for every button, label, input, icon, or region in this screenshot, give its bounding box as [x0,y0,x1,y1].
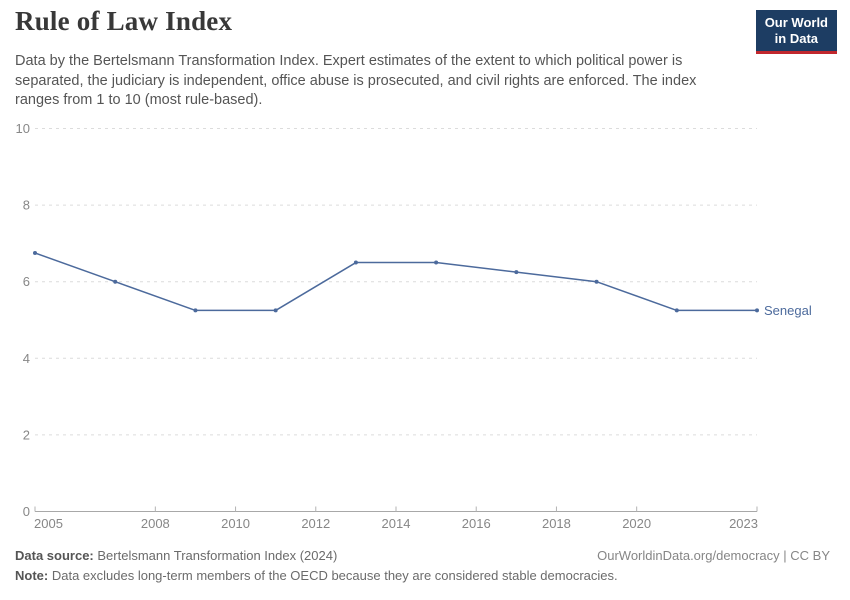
y-tick-label: 6 [23,274,30,289]
x-tick-label: 2018 [542,516,571,531]
data-point[interactable] [353,260,358,265]
data-point[interactable] [113,279,118,284]
owid-logo-line2: in Data [774,31,819,46]
x-tick-label: 2005 [34,516,63,531]
data-point[interactable] [33,250,37,255]
data-point[interactable] [273,308,278,313]
x-tick-label: 2023 [729,516,758,531]
data-source-line: Data source: Bertelsmann Transformation … [15,546,337,566]
x-tick-label: 2016 [462,516,491,531]
y-tick-label: 0 [23,504,30,519]
data-point[interactable] [193,308,198,313]
data-point[interactable] [594,279,599,284]
x-tick-label: 2012 [301,516,330,531]
y-tick-label: 2 [23,427,30,442]
note-label: Note: [15,568,49,583]
data-point[interactable] [755,308,759,313]
x-tick-label: 2014 [382,516,411,531]
series-label-senegal: Senegal [764,303,812,318]
chart-subtitle: Data by the Bertelsmann Transformation I… [15,53,697,108]
chart-footer: Data source: Bertelsmann Transformation … [15,546,830,586]
note-value: Data excludes long-term members of the O… [51,568,618,583]
y-tick-label: 8 [23,198,30,213]
data-point[interactable] [434,260,439,265]
data-point[interactable] [514,270,519,275]
x-tick-label: 2010 [221,516,250,531]
owid-logo[interactable]: Our World in Data [755,10,837,54]
citation-link[interactable]: OurWorldinData.org/democracy | CC BY [597,548,830,563]
data-source-value: Bertelsmann Transformation Index (2024) [97,548,338,563]
y-tick-label: 10 [16,121,30,136]
note-line: Note: Data excludes long-term members of… [15,566,618,586]
owid-logo-line1: Our World [764,15,828,30]
data-source-label: Data source: [15,548,94,563]
x-tick-label: 2008 [141,516,170,531]
page-title: Rule of Law Index [15,6,233,36]
x-tick-label: 2020 [622,516,651,531]
data-point[interactable] [674,308,679,313]
chart-line-senegal[interactable] [34,252,757,312]
y-tick-label: 4 [23,351,30,366]
